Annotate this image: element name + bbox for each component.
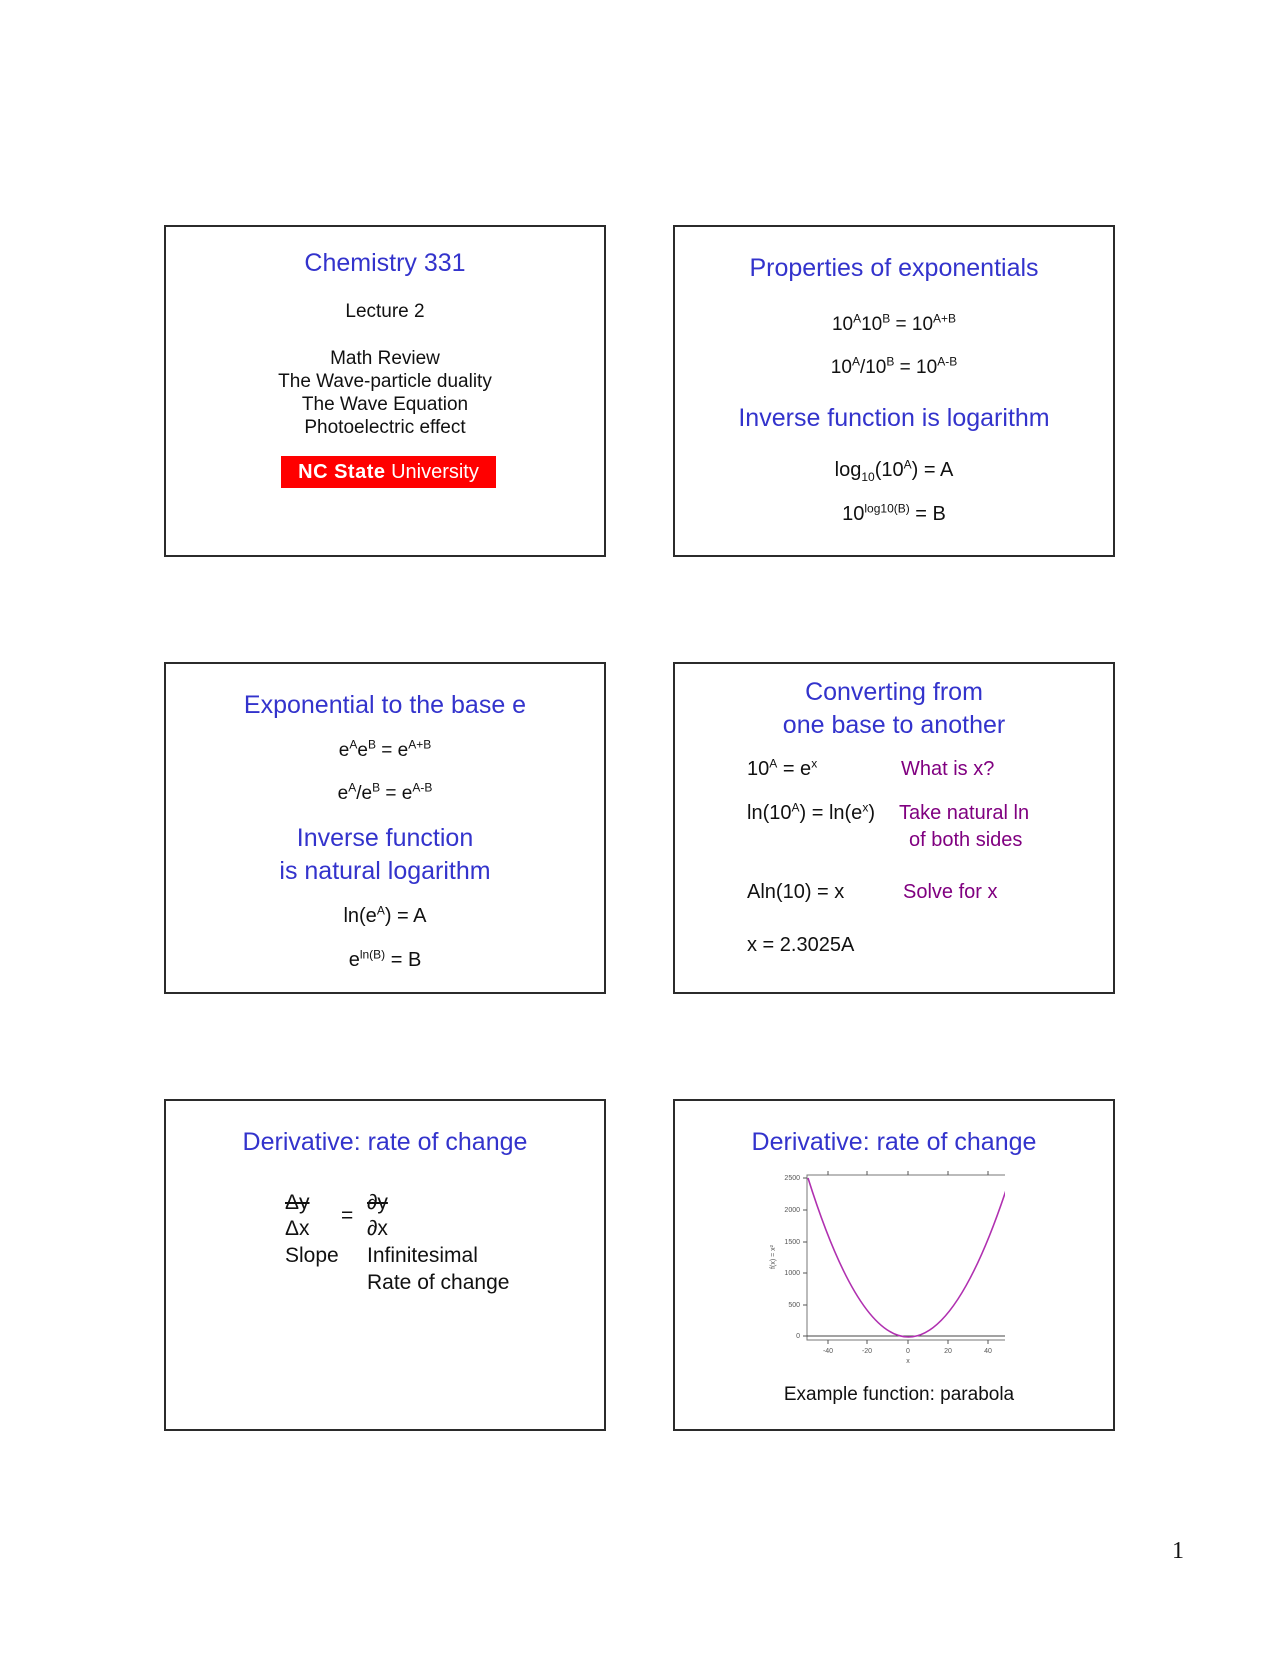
equation-row-4: x = 2.3025A [747,934,855,956]
x-axis-label: x [906,1358,910,1365]
chart-caption: Example function: parabola [783,1384,1015,1405]
slide-derivative: Derivative: rate of change Δy Δx = ∂y ∂x… [164,1099,606,1431]
y-tick-1500: 1500 [784,1239,800,1246]
slide-parabola-example: Derivative: rate of change 2500 2000 150… [673,1099,1115,1431]
x-tick-0: 0 [906,1348,910,1355]
y-tick-2000: 2000 [784,1207,800,1214]
slide-converting-bases: Converting from one base to another 10A … [673,662,1115,994]
equals-sign: = [341,1204,354,1227]
lecture-number: Lecture 2 [345,301,425,322]
x-tick-20: 20 [944,1348,952,1355]
x-tick-neg40: -40 [823,1348,833,1355]
slide-subheading-2: is natural logarithm [279,857,491,885]
y-tick-1000: 1000 [784,1270,800,1277]
x-tick-40: 40 [984,1348,992,1355]
partial-x: ∂x [367,1217,388,1240]
y-tick-2500: 2500 [784,1175,800,1182]
equation-row-1: 10A = ex [747,756,818,780]
page-number: 1 [1172,1538,1184,1564]
note-row-1: What is x? [901,758,995,780]
slope-label: Slope [285,1244,339,1267]
topic-1: Math Review [330,348,440,369]
topic-4: Photoelectric effect [304,417,466,438]
parabola-curve [807,1177,1005,1338]
slide-heading: Derivative: rate of change [242,1128,528,1156]
note-row-2b: of both sides [909,829,1023,851]
x-tick-neg20: -20 [862,1348,872,1355]
slide-properties-of-exponentials: Properties of exponentials 10A10B = 10A+… [673,225,1115,557]
equation-inverse-log: 10log10(B) = B [842,501,946,525]
equation-inverse-ln: eln(B) = B [348,947,422,971]
equation-row-3: Aln(10) = x [747,881,845,903]
slide-subheading: Inverse function is logarithm [738,404,1050,432]
y-axis-label: f(x) = x² [770,1244,777,1269]
slide-heading: Derivative: rate of change [751,1128,1037,1156]
topic-2: The Wave-particle duality [278,371,492,392]
rate-of-change-label: Rate of change [367,1271,510,1294]
equation-product: eAeB = eA+B [338,737,432,761]
nc-state-logo: NC State University [281,456,496,488]
topic-3: The Wave Equation [301,394,469,415]
slide-subheading-1: Inverse function [296,824,474,852]
equation-log: log10(10A) = A [834,457,954,484]
parabola-chart: 2500 2000 1500 1000 500 0 -40 -20 0 20 4… [770,1171,1005,1365]
infinitesimal-label: Infinitesimal [367,1244,478,1267]
slide-heading: Properties of exponentials [749,254,1039,282]
equation-ln: ln(eA) = A [343,903,427,927]
equation-product: 10A10B = 10A+B [831,311,957,335]
slide-title-heading: Chemistry 331 [304,249,466,277]
slide-heading-2: one base to another [782,711,1006,739]
slide-exponential-base-e: Exponential to the base e eAeB = eA+B eA… [164,662,606,994]
partial-y: ∂y [367,1191,388,1214]
equation-quotient: eA/eB = eA-B [337,780,433,804]
logo-normal-text: University [391,461,479,483]
y-tick-0: 0 [796,1333,800,1340]
equation-row-2: ln(10A) = ln(ex) [747,800,875,824]
note-row-3: Solve for x [903,881,998,903]
slide-heading-1: Converting from [805,678,983,706]
note-row-2a: Take natural ln [899,802,1030,824]
delta-y: Δy [285,1191,310,1214]
delta-x: Δx [285,1217,310,1240]
slide-heading: Exponential to the base e [243,691,527,719]
equation-quotient: 10A/10B = 10A-B [830,354,958,378]
slide-title: Chemistry 331 Lecture 2 Math Review The … [164,225,606,557]
logo-bold-text: NC State [298,461,386,483]
y-tick-500: 500 [788,1302,800,1309]
